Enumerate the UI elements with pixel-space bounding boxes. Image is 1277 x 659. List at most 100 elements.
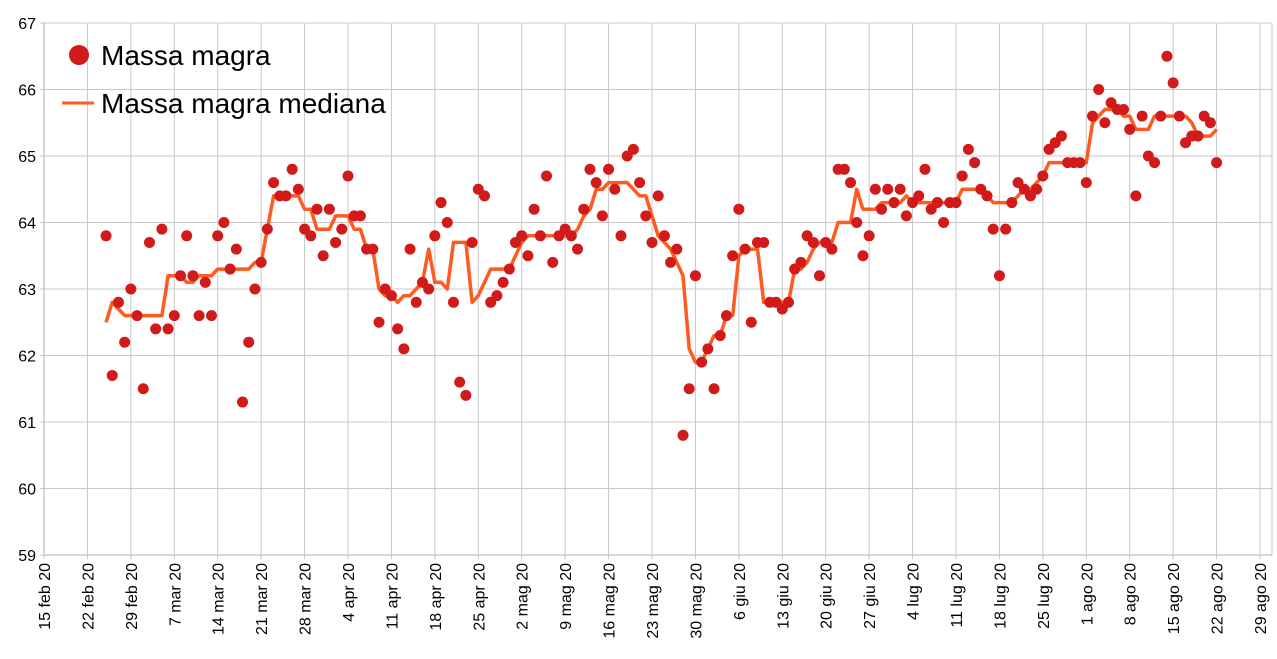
x-tick-label: 13 giu 20 xyxy=(775,563,792,629)
data-point xyxy=(646,236,658,248)
data-point xyxy=(100,230,112,242)
data-point xyxy=(497,276,509,288)
data-point xyxy=(193,310,205,322)
data-point xyxy=(714,330,726,342)
data-point xyxy=(466,236,478,248)
data-point xyxy=(795,256,807,268)
data-point xyxy=(119,336,131,348)
x-tick-label: 4 apr 20 xyxy=(341,563,358,622)
data-point xyxy=(1093,84,1105,95)
data-point xyxy=(1000,223,1012,235)
data-point xyxy=(249,283,261,295)
x-tick-label: 9 mag 20 xyxy=(558,563,575,630)
legend-label-points: Massa magra xyxy=(101,40,271,71)
data-point xyxy=(237,396,249,408)
data-point xyxy=(292,183,304,195)
data-point xyxy=(900,210,912,222)
x-tick-label: 22 feb 20 xyxy=(80,563,97,630)
data-point xyxy=(702,343,714,355)
y-tick-label: 64 xyxy=(18,216,36,233)
data-point xyxy=(1167,77,1179,89)
data-point xyxy=(478,190,490,202)
x-tick-label: 8 ago 20 xyxy=(1123,563,1140,625)
data-point xyxy=(845,177,857,189)
x-tick-label: 11 apr 20 xyxy=(384,563,401,630)
data-point xyxy=(174,270,186,282)
data-point xyxy=(1211,157,1223,169)
data-point xyxy=(938,217,950,228)
data-point xyxy=(268,177,280,189)
data-point xyxy=(199,276,211,288)
data-point xyxy=(1192,130,1204,142)
data-point xyxy=(150,323,162,335)
data-point xyxy=(541,170,553,182)
data-point xyxy=(1155,110,1167,122)
data-point xyxy=(689,270,701,282)
data-point xyxy=(987,223,999,235)
data-point xyxy=(1118,103,1130,115)
data-point xyxy=(503,263,515,275)
data-point xyxy=(385,290,397,302)
legend-marker-points xyxy=(69,45,89,65)
data-point xyxy=(671,243,683,255)
x-tick-label: 14 mar 20 xyxy=(211,563,228,635)
data-point xyxy=(739,243,751,255)
data-point xyxy=(1204,117,1216,129)
x-tick-label: 28 mar 20 xyxy=(298,563,315,635)
data-point xyxy=(212,230,224,242)
data-point xyxy=(1031,183,1043,195)
data-point xyxy=(112,296,124,308)
x-tick-label: 11 lug 20 xyxy=(949,563,966,628)
data-point xyxy=(708,383,720,395)
points-series xyxy=(100,50,1223,441)
data-point xyxy=(956,170,968,182)
data-point xyxy=(565,230,577,242)
data-point xyxy=(882,183,894,195)
data-point xyxy=(993,270,1005,282)
x-tick-label: 2 mag 20 xyxy=(515,563,532,630)
data-point xyxy=(1124,123,1136,135)
data-point xyxy=(603,163,615,175)
x-tick-label: 30 mag 20 xyxy=(688,563,705,639)
data-point xyxy=(627,143,639,155)
data-point xyxy=(522,250,534,262)
data-point xyxy=(950,197,962,209)
x-tick-label: 18 lug 20 xyxy=(992,563,1009,629)
data-point xyxy=(336,223,348,235)
data-point xyxy=(181,230,193,242)
data-point xyxy=(869,183,881,195)
x-tick-label: 6 giu 20 xyxy=(732,563,749,620)
data-point xyxy=(807,236,819,248)
x-axis: 15 feb 20 22 feb 20 29 feb 20 7 mar 20 14 ma… xyxy=(37,563,1270,639)
x-tick-label: 22 ago 20 xyxy=(1210,563,1227,634)
data-point xyxy=(491,290,503,302)
data-point xyxy=(1130,190,1142,202)
data-point xyxy=(1099,117,1111,129)
data-point xyxy=(342,170,354,182)
data-point xyxy=(373,316,385,328)
data-point xyxy=(758,236,770,248)
data-point xyxy=(683,383,695,395)
data-point xyxy=(410,296,422,308)
x-tick-label: 23 mag 20 xyxy=(645,563,662,639)
data-point xyxy=(615,230,627,242)
data-point xyxy=(1080,177,1092,189)
data-point xyxy=(218,217,230,228)
data-point xyxy=(634,177,646,189)
data-point xyxy=(913,190,925,202)
data-point xyxy=(255,256,267,268)
data-point xyxy=(609,183,621,195)
y-tick-label: 65 xyxy=(18,149,36,166)
data-point xyxy=(1161,50,1173,62)
y-tick-label: 63 xyxy=(18,282,36,299)
x-tick-label: 25 lug 20 xyxy=(1036,563,1053,629)
data-point xyxy=(1086,110,1098,122)
data-point xyxy=(1037,170,1049,182)
x-tick-label: 15 ago 20 xyxy=(1166,563,1183,634)
data-point xyxy=(131,310,143,322)
y-tick-label: 66 xyxy=(18,83,36,100)
data-point xyxy=(280,190,292,202)
data-point xyxy=(447,296,459,308)
data-point xyxy=(931,197,943,209)
data-point xyxy=(894,183,906,195)
